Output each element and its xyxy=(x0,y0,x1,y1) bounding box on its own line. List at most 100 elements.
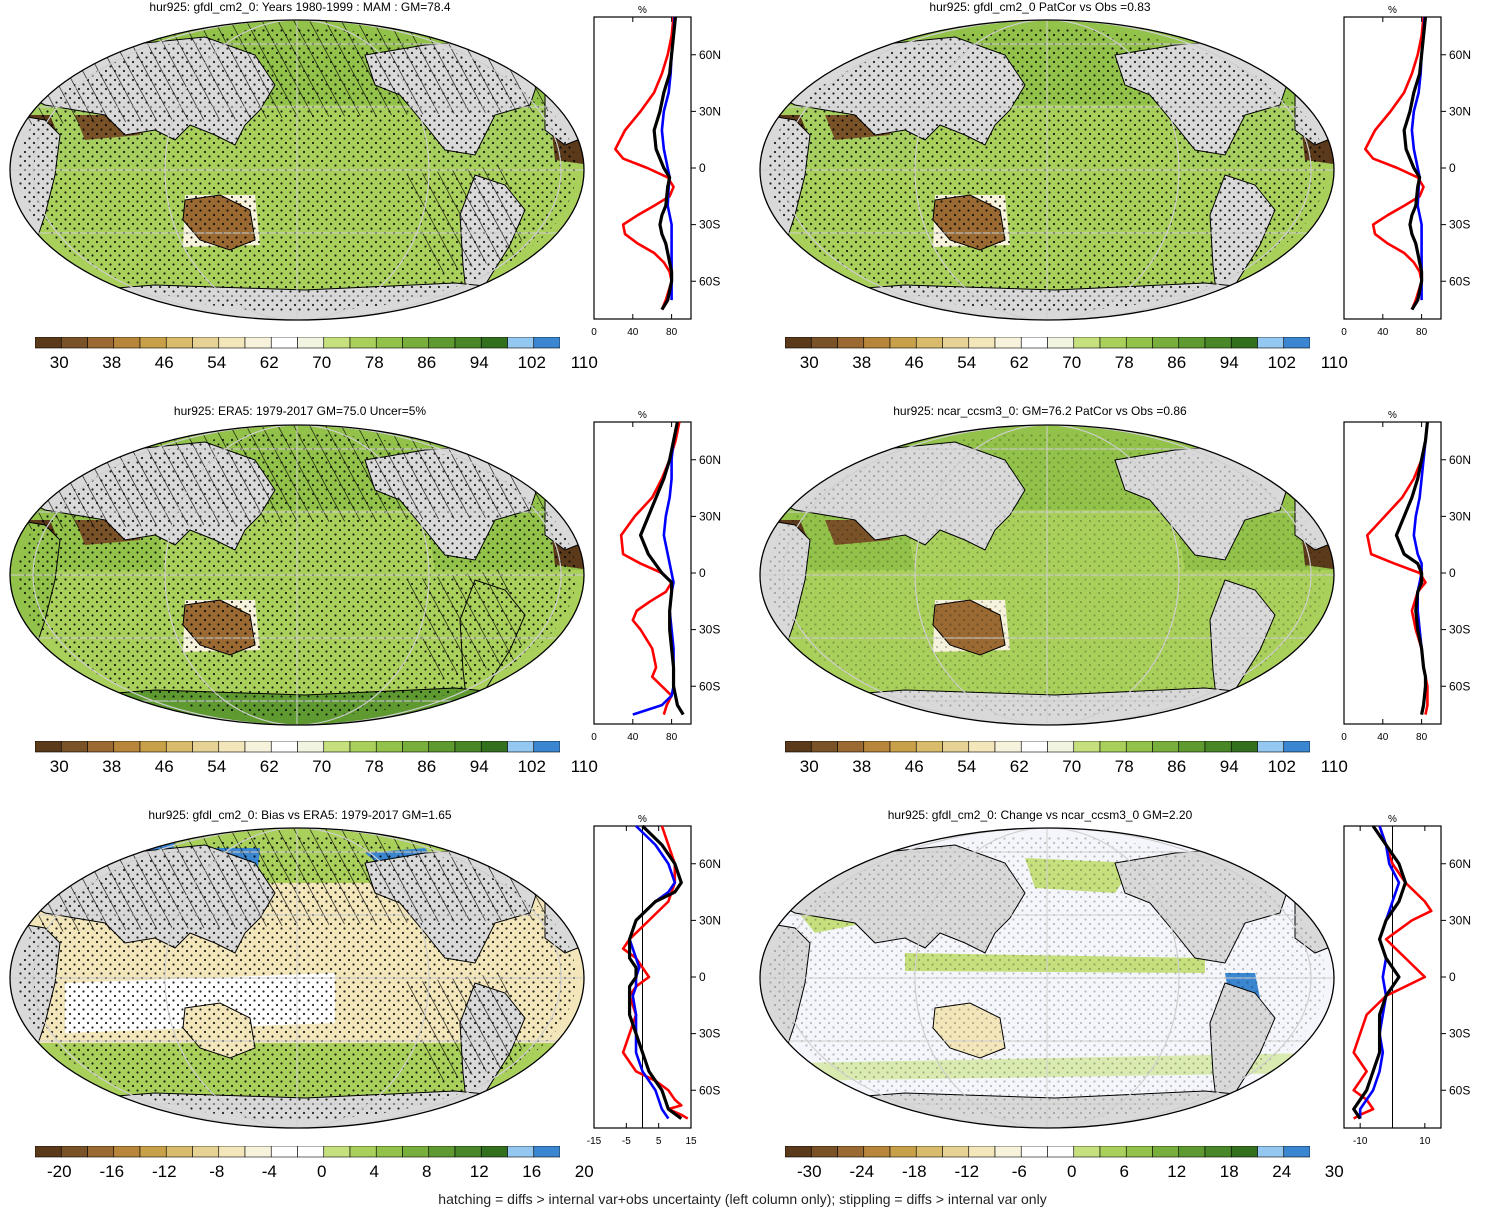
colorbar-swatch xyxy=(863,741,891,753)
lat-tick-label: 30N xyxy=(1449,509,1471,523)
colorbar-swatch xyxy=(270,1146,298,1158)
colorbar-tick-label: 20 xyxy=(574,1162,594,1181)
colorbar-swatch xyxy=(165,1146,193,1158)
colorbar-swatch xyxy=(837,741,865,753)
colorbar-swatch xyxy=(87,741,115,753)
hatching xyxy=(405,973,525,1083)
colorbar-swatch xyxy=(113,1146,141,1158)
colorbar-tick-label: 30 xyxy=(49,353,69,372)
profile-x-tick-label: 40 xyxy=(1377,732,1389,743)
colorbar-swatch xyxy=(942,1146,970,1158)
lat-tick-label: 60S xyxy=(1449,274,1470,288)
colorbar-tick-label: 102 xyxy=(517,757,546,776)
colorbar-tick-label: 94 xyxy=(1219,353,1239,372)
colorbar-swatch xyxy=(1257,1146,1285,1158)
colorbar-swatch xyxy=(1125,1146,1153,1158)
panel-title: hur925: gfdl_cm2_0: Bias vs ERA5: 1979-2… xyxy=(148,808,452,822)
profile-line-black xyxy=(627,824,683,1120)
colorbar-swatch xyxy=(1020,1146,1048,1158)
profile-x-tick-label: 0 xyxy=(1341,327,1347,338)
colorbar-tick-label: 94 xyxy=(469,353,489,372)
colorbar-swatch xyxy=(889,741,917,753)
colorbar-tick-label: 54 xyxy=(957,353,977,372)
colorbar-swatch xyxy=(994,741,1022,753)
colorbar-swatch xyxy=(1099,337,1127,349)
profile-x-tick-label: 80 xyxy=(666,327,678,338)
colorbar-tick-label: 16 xyxy=(522,1162,542,1181)
colorbar-swatch xyxy=(1020,337,1048,349)
colorbar-labels: 30 38 46 54 62 70 78 86 94 102 110 xyxy=(785,757,1348,779)
profile-x-tick-label: 40 xyxy=(627,732,639,743)
colorbar-tick-label: -18 xyxy=(901,1162,927,1181)
colorbar-tick-label: 24 xyxy=(1272,1162,1292,1181)
graticule xyxy=(760,20,1334,320)
panel-title: hur925: gfdl_cm2_0: Years 1980-1999 : MA… xyxy=(149,0,451,14)
colorbar-swatch xyxy=(428,337,456,349)
profile-x-tick-label: -5 xyxy=(622,1136,631,1147)
colorbar-swatch xyxy=(785,741,812,753)
colorbar-swatch xyxy=(60,337,88,349)
lat-tick-label: 0 xyxy=(1449,970,1456,984)
colorbar-swatch xyxy=(192,741,220,753)
profile-frame xyxy=(1343,16,1442,320)
colorbar-swatch xyxy=(1047,741,1075,753)
colorbar-swatch xyxy=(139,1146,167,1158)
colorbar xyxy=(785,741,1310,753)
colorbar-swatch xyxy=(35,1146,62,1158)
colorbar-tick-label: 62 xyxy=(259,353,279,372)
colorbar-swatch xyxy=(60,741,88,753)
profile-line-red xyxy=(619,421,681,715)
colorbar-swatch xyxy=(1073,337,1101,349)
map-border xyxy=(759,424,1335,726)
lat-tick-label: 30N xyxy=(1449,104,1471,118)
colorbar-swatch xyxy=(113,741,141,753)
colorbar-tick-label: -20 xyxy=(46,1162,72,1181)
lat-tick-label: 30N xyxy=(699,913,721,927)
colorbar-swatch xyxy=(35,741,62,753)
colorbar-swatch xyxy=(375,337,403,349)
zonal-profile: % 60N 30N 0 30S 60S 0 40 80 xyxy=(1341,410,1471,743)
colorbar-tick-label: 86 xyxy=(1167,757,1187,776)
colorbar-swatch xyxy=(165,337,193,349)
lat-tick-label: 30N xyxy=(699,509,721,523)
colorbar-swatch xyxy=(323,741,351,753)
colorbar-swatch xyxy=(192,337,220,349)
colorbar-swatch xyxy=(889,337,917,349)
colorbar-tick-label: 62 xyxy=(1009,353,1029,372)
lat-tick-label: 30N xyxy=(1449,913,1471,927)
colorbar-tick-label: 30 xyxy=(1324,1162,1344,1181)
lat-tick-label: 60N xyxy=(699,48,721,62)
colorbar-tick-label: 94 xyxy=(469,757,489,776)
colorbar-tick-label: 86 xyxy=(417,757,437,776)
map-plot xyxy=(759,424,1335,726)
map-border xyxy=(759,19,1335,321)
colorbar-tick-label: 0 xyxy=(317,1162,327,1181)
colorbar-swatch xyxy=(297,337,325,349)
profile-unit: % xyxy=(1388,814,1397,825)
colorbar-tick-label: 78 xyxy=(364,757,384,776)
colorbar-tick-label: 46 xyxy=(154,757,174,776)
colorbar-swatch xyxy=(323,1146,351,1158)
profile-x-tick-label: -10 xyxy=(1353,1136,1368,1147)
colorbar-swatch xyxy=(113,337,141,349)
map-plot xyxy=(9,19,585,321)
profile-x-tick-label: 15 xyxy=(685,1136,697,1147)
colorbar-swatch xyxy=(454,337,482,349)
colorbar-swatch xyxy=(785,337,812,349)
colorbar-tick-label: 38 xyxy=(102,353,122,372)
colorbar-tick-label: 38 xyxy=(852,757,872,776)
colorbar-tick-label: 46 xyxy=(154,353,174,372)
colorbar-swatch xyxy=(297,1146,325,1158)
profile-line-red xyxy=(621,825,689,1120)
colorbar-tick-label: 86 xyxy=(417,353,437,372)
colorbar-tick-label: 94 xyxy=(1219,757,1239,776)
colorbar-swatch xyxy=(480,741,508,753)
panel-title: hur925: gfdl_cm2_0: Change vs ncar_ccsm3… xyxy=(887,808,1193,822)
profile-x-tick-label: -15 xyxy=(587,1136,602,1147)
graticule xyxy=(10,20,584,320)
colorbar-tick-label: 54 xyxy=(207,353,227,372)
colorbar-tick-label: 12 xyxy=(1167,1162,1187,1181)
profile-x-tick-label: 0 xyxy=(591,327,597,338)
lat-tick-label: 60N xyxy=(699,857,721,871)
colorbar-swatch xyxy=(1178,741,1206,753)
